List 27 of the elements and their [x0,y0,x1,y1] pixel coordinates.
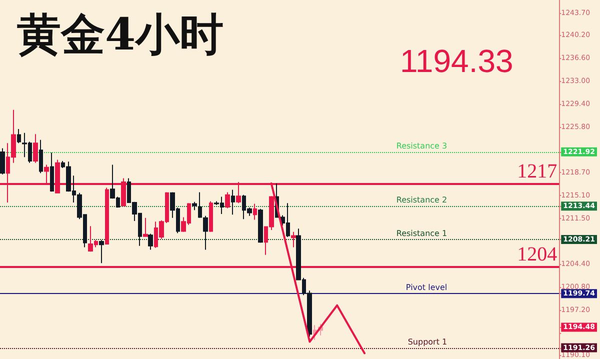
candlestick [39,139,43,174]
candlestick [0,148,5,175]
candlestick [50,152,54,192]
candlestick [258,208,263,244]
candlestick [225,192,230,209]
ref-line-label: Resistance 3 [396,141,448,150]
ref-line-label: 1204 [517,243,558,266]
candlestick [231,189,235,216]
candlestick [17,128,21,144]
candlestick [148,233,153,250]
chart-title: 黄金4小时 [17,10,224,60]
candlestick [99,240,104,264]
candlestick [192,201,197,211]
ref-line-label: Pivot level [406,283,448,292]
candlestick [198,192,202,218]
candlestick [291,231,296,248]
candlestick [143,217,148,237]
annotation: 1194.33 [400,43,514,79]
ref-line-label: 1217 [517,160,558,182]
candlestick [105,187,109,245]
candlestick [253,203,257,220]
ref-line-label: Resistance 2 [396,196,448,205]
candlestick [33,134,38,164]
candlestick [203,215,208,250]
ref-line-label: Resistance 1 [396,228,448,238]
candlestick [209,200,213,232]
ref-line-label: Support 1 [408,337,448,346]
